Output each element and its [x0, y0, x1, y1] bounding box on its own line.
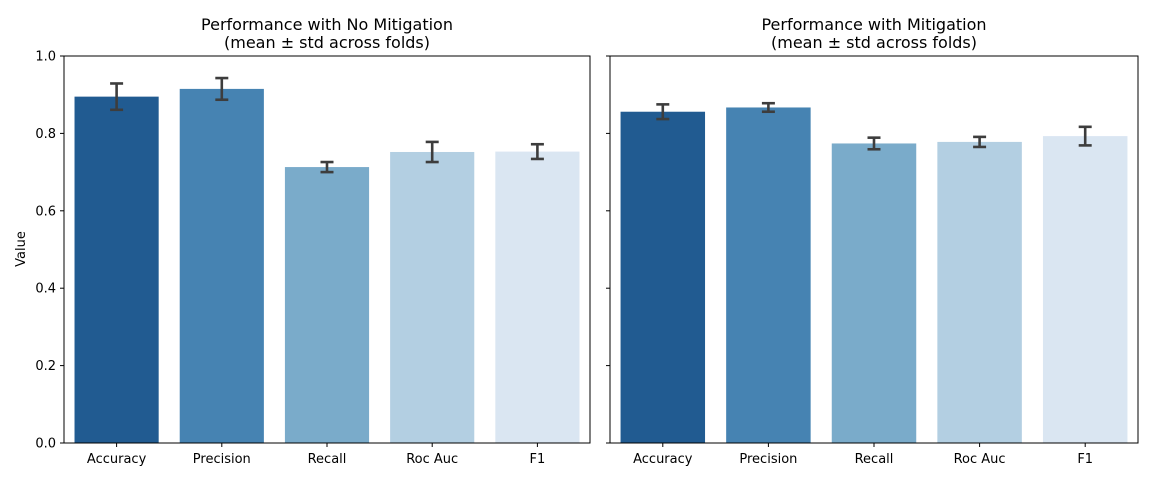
panel-subtitle: (mean ± std across folds) [771, 33, 977, 52]
x-tick-label: Accuracy [633, 452, 693, 467]
x-tick-label: Roc Auc [954, 452, 1006, 467]
bar-f1 [1042, 136, 1128, 443]
bar-roc-auc [390, 151, 475, 443]
bar-roc-auc [937, 141, 1022, 443]
bar-accuracy [74, 96, 159, 443]
y-tick-label: 0.4 [35, 282, 56, 297]
bar-recall [831, 143, 917, 443]
bar-precision [726, 107, 811, 443]
bar-precision [179, 88, 264, 444]
y-tick-label: 0.2 [35, 359, 56, 374]
x-tick-label: Precision [739, 452, 797, 467]
x-tick-label: Recall [855, 452, 894, 467]
x-tick-label: Accuracy [87, 452, 147, 467]
x-tick-label: F1 [530, 452, 546, 467]
panel-title: Performance with Mitigation [761, 15, 986, 34]
y-tick-label: 1.0 [35, 50, 56, 65]
y-tick-label: 0.0 [35, 437, 56, 452]
bar-recall [284, 167, 370, 443]
y-tick-label: 0.8 [35, 127, 56, 142]
axes-frame [609, 55, 1139, 444]
panel-with-mitigation: Performance with Mitigation (mean ± std … [606, 15, 1139, 467]
panel-title: Performance with No Mitigation [201, 15, 453, 34]
x-tick-label: Recall [308, 452, 347, 467]
x-tick-label: Precision [193, 452, 251, 467]
bar-accuracy [620, 111, 706, 443]
panel-subtitle: (mean ± std across folds) [224, 33, 430, 52]
x-tick-label: F1 [1077, 452, 1093, 467]
y-tick-label: 0.6 [35, 204, 56, 219]
bar-f1 [495, 151, 580, 444]
y-axis-label: Value [14, 231, 29, 267]
panel-no-mitigation: Performance with No Mitigation (mean ± s… [14, 15, 591, 467]
axes-frame [63, 55, 591, 444]
x-tick-label: Roc Auc [406, 452, 458, 467]
